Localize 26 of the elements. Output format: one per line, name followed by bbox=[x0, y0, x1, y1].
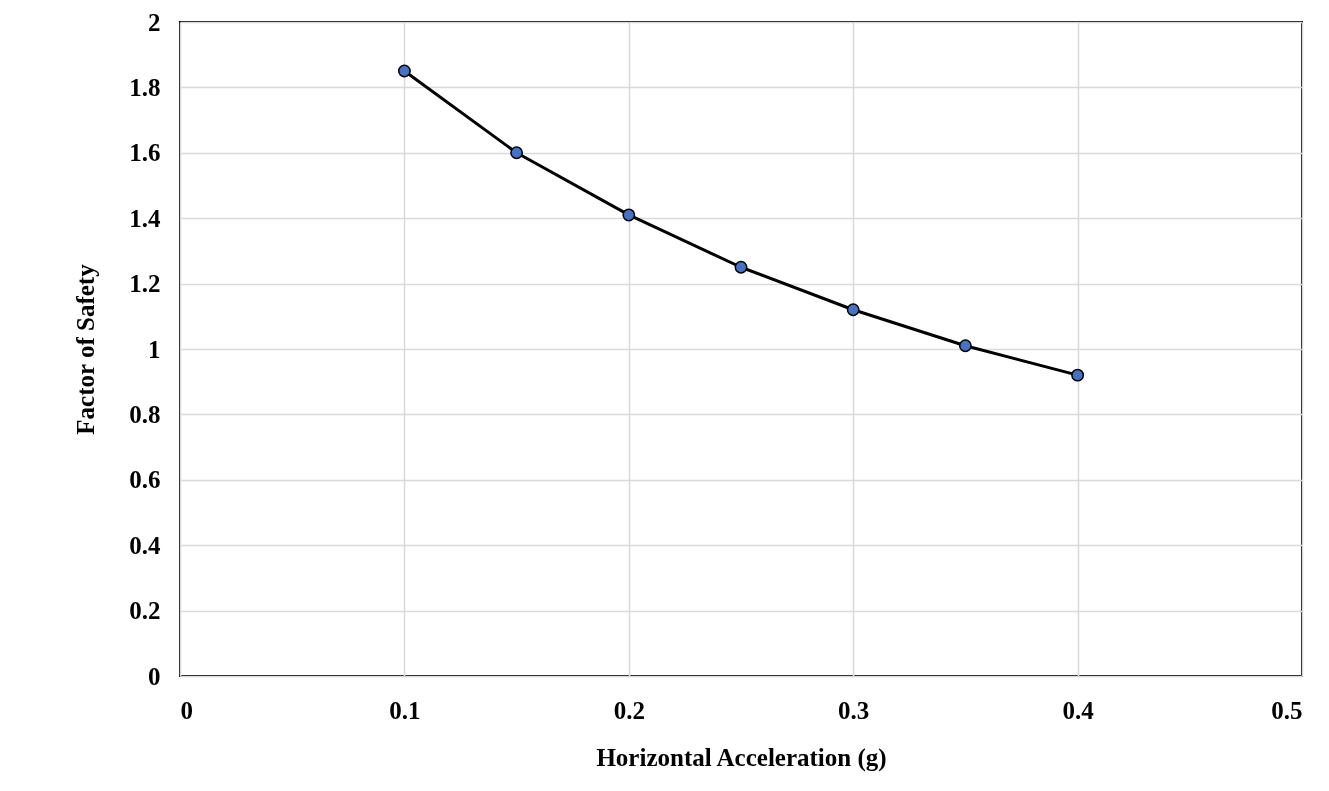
point bbox=[397, 64, 411, 78]
x-tick-label: 0.1 bbox=[389, 696, 421, 724]
y-tick-label: 1.2 bbox=[129, 270, 161, 298]
y-tick-label: 0.4 bbox=[129, 531, 161, 559]
x-axis-title: Horizontal Acceleration (g) bbox=[596, 743, 887, 772]
y-tick-label: 0 bbox=[148, 662, 161, 690]
y-axis-title: Factor of Safety bbox=[72, 263, 100, 435]
x-tick-label: 0 bbox=[180, 696, 193, 724]
point bbox=[510, 146, 524, 160]
y-tick-label: 1 bbox=[148, 335, 161, 363]
x-tick-label: 0.5 bbox=[1271, 696, 1303, 724]
point bbox=[622, 208, 636, 222]
x-tick-label: 0.2 bbox=[613, 696, 645, 724]
y-tick-label: 1.8 bbox=[129, 73, 161, 101]
y-tick-label: 1.4 bbox=[129, 204, 161, 232]
y-tick-label: 0.6 bbox=[129, 466, 161, 494]
y-tick-label: 1.6 bbox=[129, 139, 161, 167]
x-tick-label: 0.3 bbox=[838, 696, 870, 724]
point bbox=[734, 260, 748, 274]
y-tick-label: 0.2 bbox=[129, 597, 161, 625]
point bbox=[1071, 368, 1085, 382]
x-tick-label: 0.4 bbox=[1062, 696, 1095, 724]
y-tick-label: 2 bbox=[148, 8, 161, 36]
point bbox=[958, 339, 972, 353]
point bbox=[846, 303, 860, 317]
y-tick-label: 0.8 bbox=[129, 400, 161, 428]
